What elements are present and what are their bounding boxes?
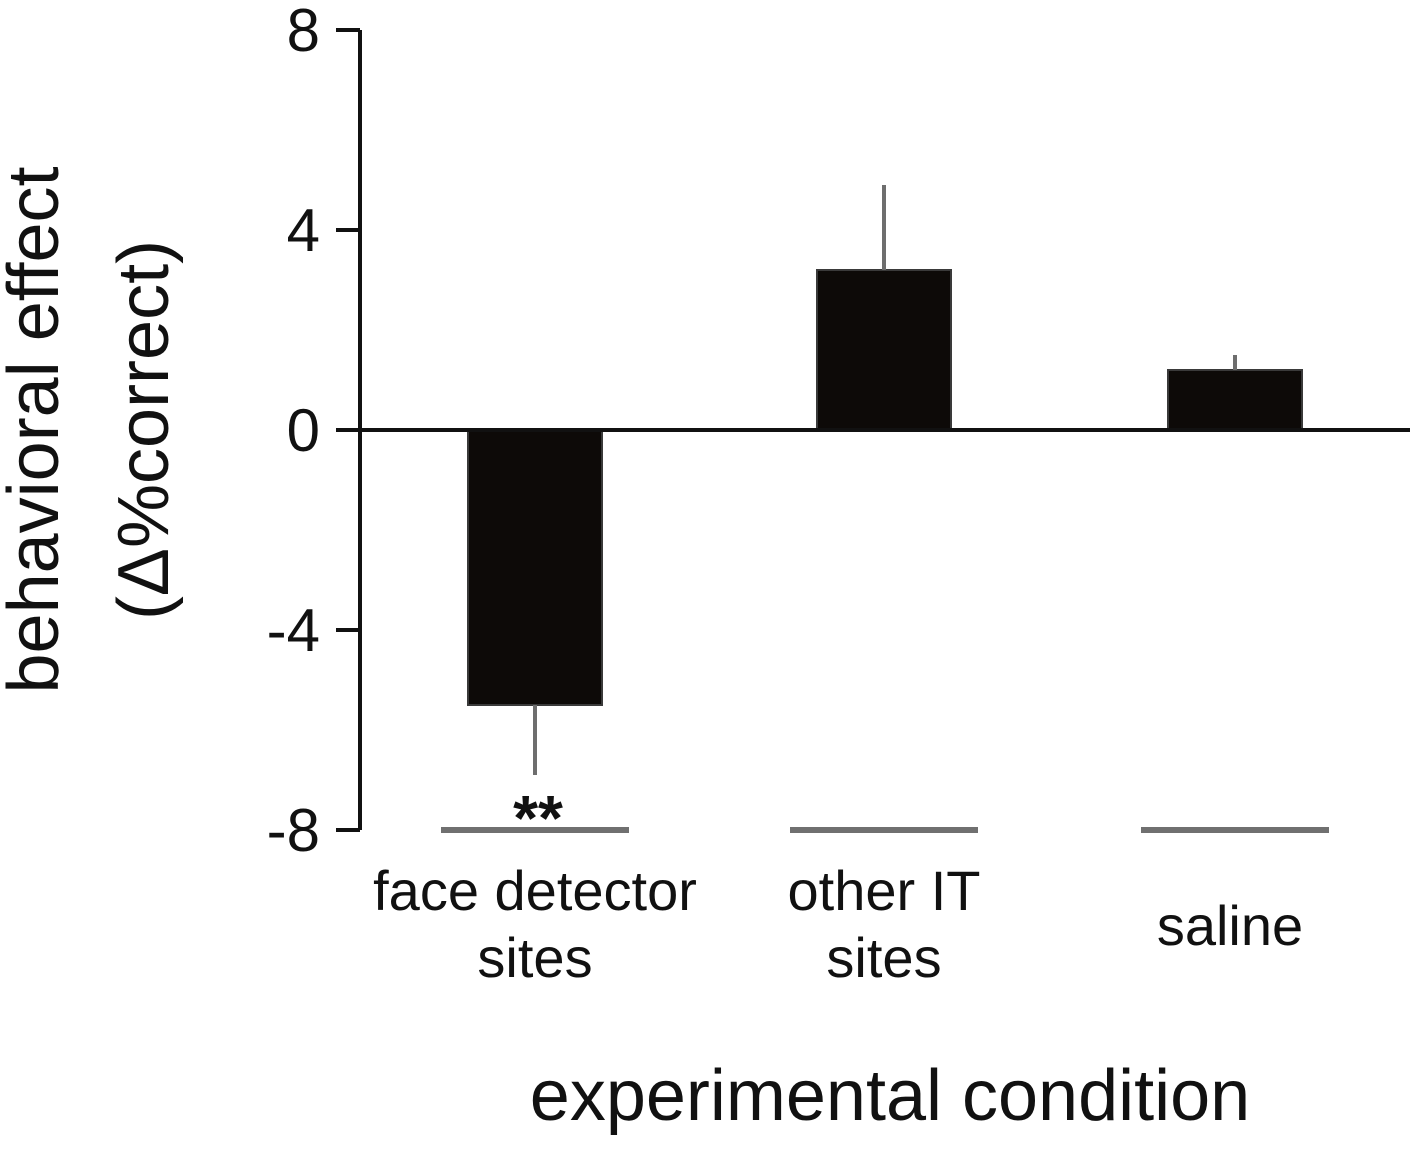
bar	[816, 269, 952, 431]
x-axis-title: experimental condition	[530, 1056, 1250, 1136]
y-tick-label: 0	[287, 397, 320, 464]
category-label: face detector	[373, 859, 697, 922]
y-axis: 8 4 0 -4 -8	[267, 0, 362, 864]
y-axis-title-line: (Δ%correct)	[104, 240, 184, 620]
category-label: sites	[477, 926, 592, 989]
y-tick-label: -4	[267, 597, 320, 664]
y-axis-title-line: behavioral effect	[0, 166, 74, 693]
y-tick-label: 8	[287, 0, 320, 64]
y-tick-label: 4	[287, 197, 320, 264]
significance-markers: **	[513, 782, 563, 854]
significance-marker: **	[513, 782, 563, 854]
category-label: saline	[1157, 894, 1303, 957]
category-label: other IT	[788, 859, 981, 922]
y-tick-label: -8	[267, 797, 320, 864]
y-axis-title: behavioral effect (Δ%correct)	[0, 166, 184, 693]
bars	[467, 269, 1303, 706]
bar	[1167, 369, 1303, 431]
category-label: sites	[826, 926, 941, 989]
error-bars	[533, 185, 1237, 775]
bar	[467, 429, 603, 706]
